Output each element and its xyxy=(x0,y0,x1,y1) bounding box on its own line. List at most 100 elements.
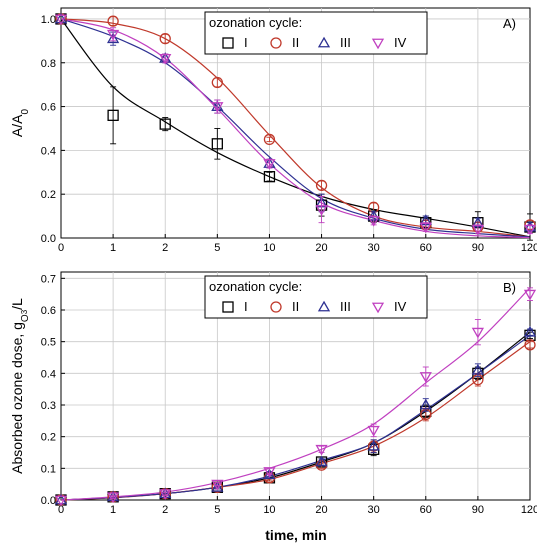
data-point-IV xyxy=(263,467,276,478)
x-tick-label: 0 xyxy=(58,242,64,254)
legend-label-IV: IV xyxy=(394,299,407,314)
data-point-II xyxy=(524,339,536,351)
data-point-III xyxy=(523,325,537,337)
legend-b-title: ozonation cycle: xyxy=(209,279,302,294)
legend-label-II: II xyxy=(292,299,299,314)
data-point-II xyxy=(263,133,276,146)
legend-a-title: ozonation cycle: xyxy=(209,15,302,30)
x-tick-label: 0 xyxy=(58,504,64,516)
legend-marker-II xyxy=(270,37,282,49)
data-point-IV xyxy=(315,205,328,216)
legend-label-I: I xyxy=(244,35,248,50)
x-tick-label: 1 xyxy=(110,504,116,516)
y-tick-label: 0.0 xyxy=(41,495,56,507)
chart-panel-b: 0 1 2 5 10 20 30 60 90 120 0.0 0.1 0.2 0.3 0.4 0.5 0.6 0.… xyxy=(9,271,537,543)
data-point-I xyxy=(107,109,119,121)
legend-marker-IV xyxy=(371,38,385,50)
fit-curves-a xyxy=(60,18,531,239)
x-tick-label: 30 xyxy=(368,242,380,254)
x-tick-label: 10 xyxy=(263,242,275,254)
data-point-IV xyxy=(211,102,224,113)
y-axis-label-a: A/A0 xyxy=(9,108,31,137)
data-point-II xyxy=(315,179,328,192)
data-point-IV xyxy=(471,327,485,339)
y-tick-label: 0.2 xyxy=(41,432,56,444)
data-point-III xyxy=(263,468,276,480)
x-tick-label: 60 xyxy=(420,242,432,254)
x-tick-label: 20 xyxy=(315,504,327,516)
data-point-IV xyxy=(367,216,380,227)
legend-label-II: II xyxy=(292,35,299,50)
x-tick-label: 20 xyxy=(315,242,327,254)
y-axis-label-a-sub: 0 xyxy=(20,108,31,114)
data-point-IV xyxy=(54,14,68,26)
legend-marker-I xyxy=(222,37,234,49)
ticks-a: 0 1 2 5 10 20 30 60 90 120 0.0 0.2 0.4 0.6 0.8 1.0 xyxy=(41,14,537,254)
fit-curve-IV xyxy=(60,18,531,239)
plot-frame-b xyxy=(60,271,531,501)
data-point-III xyxy=(471,363,485,375)
fit-curve-II xyxy=(60,341,531,501)
y-tick-label: 0.4 xyxy=(41,368,56,380)
data-point-IV xyxy=(315,444,328,456)
legend-b-items: I II III IV xyxy=(222,299,407,314)
x-tick-label: 1 xyxy=(110,242,116,254)
legend-b-box xyxy=(204,275,428,319)
fit-curves-b xyxy=(60,287,531,501)
data-point-II xyxy=(107,15,119,27)
plot-frame-a xyxy=(60,7,531,239)
y-tick-label: 0.0 xyxy=(41,233,56,245)
x-tick-label: 120 xyxy=(521,242,537,254)
x-tick-label: 120 xyxy=(521,504,537,516)
data-points-b xyxy=(54,287,537,507)
fit-curve-III xyxy=(60,334,531,501)
data-point-IV xyxy=(159,53,172,65)
fit-curve-I xyxy=(60,18,531,238)
data-point-III xyxy=(106,32,120,44)
fit-curve-III xyxy=(60,18,531,238)
grid-b xyxy=(61,272,530,500)
data-point-I xyxy=(159,118,171,130)
y-axis-label-b-sub2: 3 xyxy=(20,309,29,314)
data-point-IV xyxy=(419,372,432,383)
data-point-I xyxy=(263,171,276,183)
data-point-IV xyxy=(367,425,380,437)
x-tick-label: 5 xyxy=(214,504,220,516)
y-tick-label: 0.1 xyxy=(41,463,56,475)
x-tick-label: 90 xyxy=(472,242,484,254)
x-tick-label: 10 xyxy=(263,504,275,516)
x-tick-label: 30 xyxy=(368,504,380,516)
data-point-IV xyxy=(471,224,485,236)
legend-b: ozonation cycle: I II III IV xyxy=(204,275,428,319)
legend-a: ozonation cycle: I II III IV xyxy=(204,11,428,55)
data-point-I xyxy=(211,138,223,150)
data-point-IV xyxy=(263,159,276,170)
chart-panel-a: 0 1 2 5 10 20 30 60 90 120 0.0 0.2 0.4 0.6 0.8 1.0 A) A… xyxy=(9,7,537,254)
y-tick-label: 0.6 xyxy=(41,102,56,114)
data-point-IV xyxy=(106,29,120,41)
fit-curve-II xyxy=(60,18,531,238)
x-axis-label: time, min xyxy=(265,527,326,543)
fit-curve-IV xyxy=(60,287,531,501)
data-point-IV xyxy=(419,222,432,234)
x-tick-label: 5 xyxy=(214,242,220,254)
data-point-III xyxy=(367,439,380,451)
data-point-III xyxy=(211,481,224,492)
y-tick-label: 0.7 xyxy=(41,273,56,285)
y-tick-label: 0.8 xyxy=(41,58,56,70)
y-axis-label-b-tail: /L xyxy=(9,298,25,310)
legend-marker-I xyxy=(222,301,234,313)
y-tick-label: 0.6 xyxy=(41,305,56,317)
legend-label-III: III xyxy=(340,35,351,50)
y-tick-label: 0.5 xyxy=(41,337,56,349)
legend-marker-III xyxy=(317,300,331,312)
legend-marker-IV xyxy=(371,302,385,314)
ticks-b: 0 1 2 5 10 20 30 60 90 120 0.0 0.1 0.2 0.3 0.4 0.5 0.6 0.… xyxy=(41,273,537,516)
data-point-IV xyxy=(211,479,224,491)
panel-label-b: B) xyxy=(503,280,516,295)
data-point-II xyxy=(211,76,223,89)
data-point-IV xyxy=(106,492,120,504)
data-point-III xyxy=(315,455,328,467)
y-axis-label-b: Absorbed ozone dose, gO3/L xyxy=(9,298,31,474)
